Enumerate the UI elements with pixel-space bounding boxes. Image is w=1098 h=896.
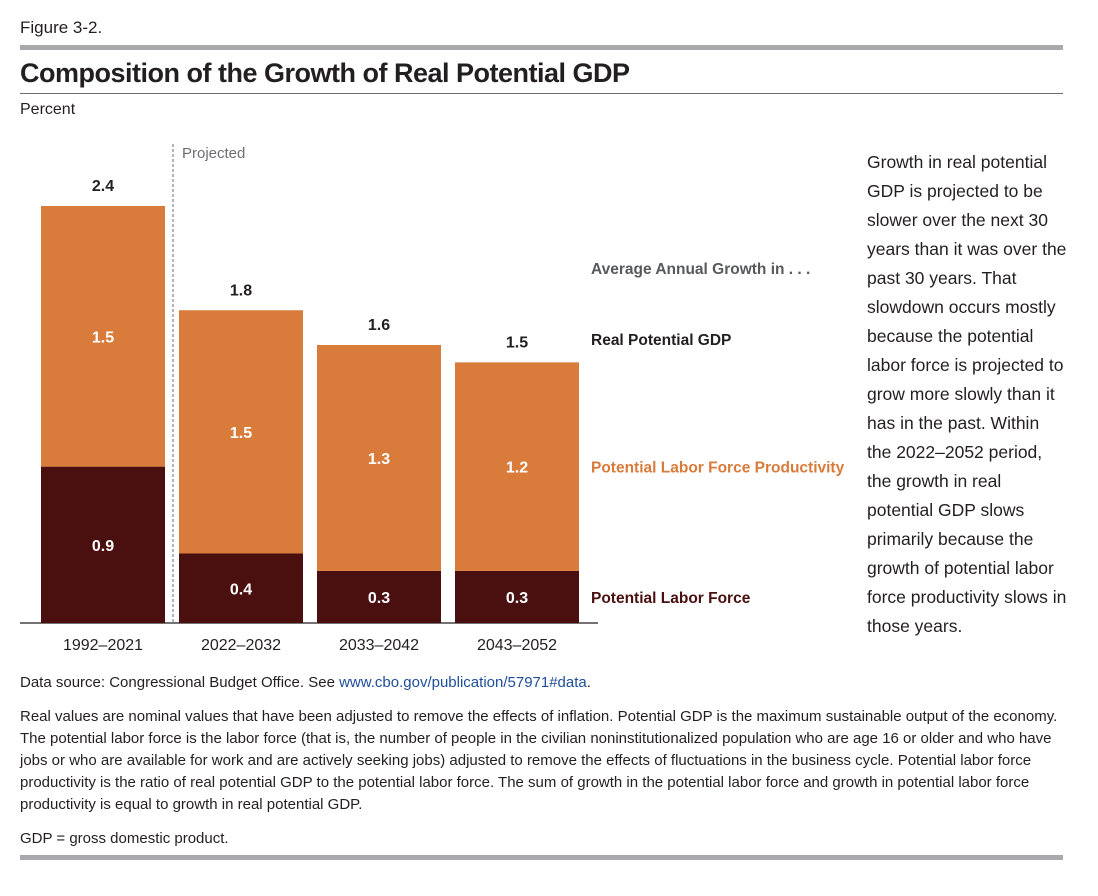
legend-header: Average Annual Growth in . . .	[591, 261, 810, 278]
segment-value-label: 1.3	[368, 451, 390, 468]
data-source-prefix: Data source: Congressional Budget Office…	[20, 674, 340, 691]
legend-total-label: Real Potential GDP	[591, 332, 731, 349]
top-rule	[20, 45, 1063, 50]
chart-title: Composition of the Growth of Real Potent…	[20, 58, 630, 88]
total-value-label: 2.4	[92, 178, 114, 195]
bar-segment	[455, 570, 579, 623]
x-tick-label: 2043–2052	[477, 637, 557, 654]
x-tick-label: 2033–2042	[339, 637, 419, 654]
legend-labor-force-label: Potential Labor Force	[591, 590, 751, 607]
bar-segment	[41, 466, 165, 623]
total-value-label: 1.6	[368, 317, 390, 334]
segment-value-label: 1.5	[92, 329, 114, 346]
data-source-line: Data source: Congressional Budget Office…	[20, 674, 591, 691]
x-tick-label: 2022–2032	[201, 637, 281, 654]
segment-value-label: 0.9	[92, 538, 114, 555]
bar-segment	[455, 362, 579, 571]
x-tick-label: 1992–2021	[63, 637, 143, 654]
total-value-label: 1.5	[506, 334, 528, 351]
bar-segment	[41, 206, 165, 467]
segment-value-label: 1.5	[230, 425, 252, 442]
figure-label: Figure 3-2.	[20, 18, 103, 37]
bar-segment	[179, 310, 303, 554]
y-unit-label: Percent	[20, 101, 76, 118]
definitions-note: Real values are nominal values that have…	[20, 708, 1058, 813]
bar-segment	[179, 553, 303, 623]
side-note: Growth in real potential GDP is projecte…	[867, 152, 1067, 636]
data-source-link[interactable]: www.cbo.gov/publication/57971#data	[339, 674, 587, 691]
bar-segment	[317, 570, 441, 623]
segment-value-label: 0.3	[368, 590, 390, 607]
total-value-label: 1.8	[230, 282, 252, 299]
bar-segment	[317, 345, 441, 571]
segment-value-label: 0.3	[506, 590, 528, 607]
segment-value-label: 1.2	[506, 460, 528, 477]
segment-value-label: 0.4	[230, 581, 252, 598]
data-source-suffix: .	[586, 674, 591, 691]
chart-area: Projected 0.9 1.5 2.4 1992–2021 0.4 1.5 1.8 2022…	[20, 144, 845, 654]
projected-label: Projected	[182, 145, 245, 162]
legend-productivity-label: Potential Labor Force Productivity	[591, 460, 845, 477]
title-rule	[20, 93, 1063, 94]
bottom-rule	[20, 855, 1063, 860]
abbreviation-note: GDP = gross domestic product.	[20, 830, 229, 847]
